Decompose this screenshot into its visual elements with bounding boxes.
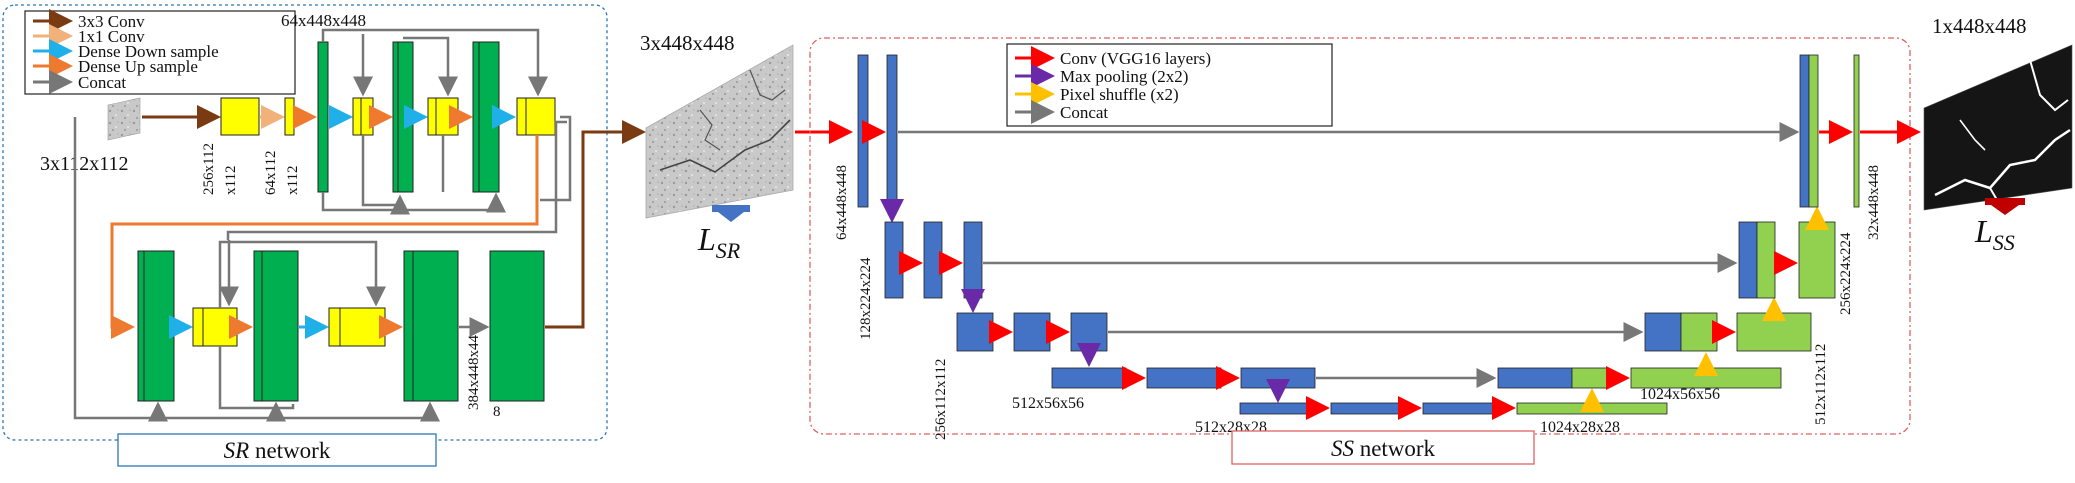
ss-block bbox=[1497, 367, 1573, 389]
dim-label: x112 bbox=[223, 166, 239, 195]
dim-label: 64x112 bbox=[263, 151, 279, 195]
sr-block bbox=[403, 250, 459, 402]
ss-block bbox=[884, 221, 904, 299]
sr-block bbox=[192, 307, 238, 347]
ss-block bbox=[1239, 402, 1315, 415]
ss-block bbox=[1738, 221, 1758, 299]
ss-block bbox=[1680, 312, 1718, 352]
ss-block bbox=[1516, 402, 1668, 415]
ss-block bbox=[1756, 221, 1776, 299]
ss-block bbox=[1853, 54, 1860, 208]
sr-legend: 3x3 Conv 1x1 Conv Dense Down sample Dens… bbox=[24, 9, 296, 95]
ss-block bbox=[1630, 367, 1782, 389]
legend-label: Dense Up sample bbox=[78, 57, 198, 76]
ss-block bbox=[1736, 312, 1812, 352]
legend-label: Pixel shuffle (x2) bbox=[1060, 85, 1179, 104]
legend-label: 1x1 Conv bbox=[78, 27, 145, 46]
dim-label: 256x112x112 bbox=[933, 359, 949, 440]
dim-label: 1024x28x28 bbox=[1540, 419, 1620, 436]
ss-block bbox=[1240, 367, 1316, 389]
ss-block bbox=[1798, 221, 1836, 299]
legend-label: 3x3 Conv bbox=[78, 12, 145, 31]
dim-label: 8 bbox=[493, 404, 501, 420]
loss-sr: LSR bbox=[697, 221, 741, 263]
sr-block bbox=[392, 41, 414, 193]
dim-label: 64x448x448 bbox=[834, 165, 850, 240]
ss-network: Conv (VGG16 layers) Max pooling (2x2) Pi… bbox=[809, 37, 1921, 465]
sr-block bbox=[352, 97, 374, 136]
dim-label: 128x224x224 bbox=[858, 257, 874, 340]
sr-output-image: 3x448x448 LSR bbox=[640, 31, 794, 263]
dim-label: 256x224x224 bbox=[1838, 232, 1854, 315]
dim-label: x112 bbox=[285, 166, 301, 195]
sr-block bbox=[317, 41, 329, 193]
down-arrow-icon bbox=[712, 205, 750, 222]
ss-block bbox=[1799, 54, 1810, 208]
dim-label: 3x448x448 bbox=[640, 31, 735, 55]
sr-block bbox=[137, 250, 175, 402]
ss-block bbox=[923, 221, 943, 299]
ss-legend: Conv (VGG16 layers) Max pooling (2x2) Pi… bbox=[1006, 43, 1333, 127]
ss-block bbox=[963, 221, 983, 299]
ss-block bbox=[1330, 402, 1406, 415]
ss-block bbox=[1644, 312, 1682, 352]
sr-block bbox=[472, 41, 500, 193]
ss-caption-box bbox=[1231, 430, 1535, 465]
dim-label: 256x112 bbox=[201, 143, 217, 195]
sr-input-image bbox=[107, 97, 141, 141]
dim-label: 3x112x112 bbox=[40, 153, 129, 175]
sr-block bbox=[427, 97, 459, 136]
sr-output-block bbox=[489, 250, 545, 402]
legend-label: Max pooling (2x2) bbox=[1060, 67, 1188, 86]
dim-label: 512x56x56 bbox=[1012, 395, 1084, 412]
loss-ss: LSS bbox=[1974, 213, 2015, 255]
ss-block bbox=[886, 54, 898, 208]
ss-block bbox=[1051, 367, 1127, 389]
sr-block bbox=[516, 97, 556, 136]
sr-caption: SR network bbox=[224, 438, 331, 463]
dim-label: 512x112x112 bbox=[1813, 344, 1829, 425]
sr-network: 3x3 Conv 1x1 Conv Dense Down sample Dens… bbox=[2, 4, 646, 467]
sr-block bbox=[220, 97, 260, 136]
legend-label: Concat bbox=[1060, 103, 1108, 122]
ss-block bbox=[1571, 367, 1610, 389]
sr-block bbox=[253, 250, 299, 402]
ss-block bbox=[1070, 312, 1108, 352]
dim-label: 32x448x448 bbox=[1866, 165, 1882, 240]
ss-block bbox=[1808, 54, 1819, 208]
sr-block bbox=[284, 97, 295, 136]
dim-label: 1x448x448 bbox=[1932, 14, 2027, 38]
ss-block bbox=[1422, 402, 1498, 415]
segmentation-output: 1x448x448 LSS bbox=[1923, 14, 2073, 255]
down-arrow-icon bbox=[1985, 198, 2025, 215]
legend-label: Concat bbox=[78, 73, 126, 92]
dim-label: 1024x56x56 bbox=[1640, 386, 1720, 403]
sr-caption-box bbox=[117, 433, 437, 467]
legend-label: Dense Down sample bbox=[78, 42, 219, 61]
sr-frame bbox=[2, 4, 608, 441]
ss-block bbox=[1146, 367, 1222, 389]
sr-block bbox=[328, 307, 386, 347]
ss-block bbox=[956, 312, 994, 352]
ss-block bbox=[857, 54, 869, 208]
dim-label: 64x448x448 bbox=[281, 11, 366, 30]
ss-caption: SS network bbox=[1331, 436, 1436, 461]
ss-block bbox=[1013, 312, 1051, 352]
dim-label: 384x448x44 bbox=[466, 335, 482, 411]
legend-label: Conv (VGG16 layers) bbox=[1060, 49, 1211, 68]
